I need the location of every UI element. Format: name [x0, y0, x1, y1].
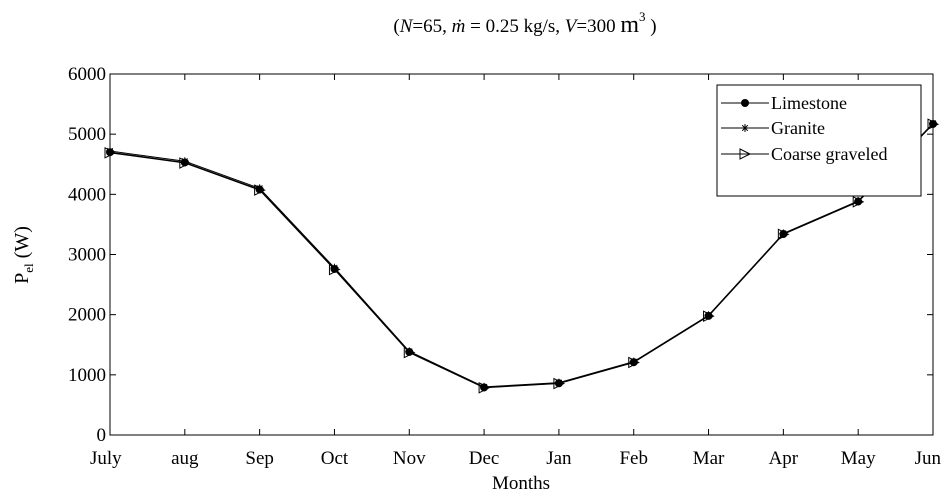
legend-label: Limestone	[771, 93, 847, 113]
data-point	[478, 381, 491, 394]
y-tick-label: 0	[97, 425, 107, 446]
x-tick-label: aug	[171, 448, 199, 469]
legend-label: Coarse graveled	[771, 144, 887, 164]
data-point	[777, 228, 790, 241]
data-point	[553, 377, 566, 390]
x-tick-label: Apr	[769, 448, 799, 469]
x-tick-label: Nov	[393, 448, 426, 469]
data-point	[328, 263, 341, 276]
y-tick-label: 3000	[68, 245, 106, 266]
chart-title: (N=65, ṁ = 0.25 kg/s, V=300 m3 )	[393, 9, 656, 38]
x-tick-label: Oct	[321, 448, 349, 469]
x-tick-label: Feb	[619, 448, 648, 469]
y-tick-label: 1000	[68, 365, 106, 386]
data-point	[403, 346, 416, 359]
y-tick-label: 4000	[68, 184, 106, 205]
data-point	[852, 196, 865, 208]
series-layer	[104, 118, 940, 394]
data-point	[628, 356, 640, 369]
legend-entry: Granite	[721, 118, 825, 138]
y-tick-label: 2000	[68, 305, 106, 326]
x-tick-label: Sep	[245, 448, 274, 469]
legend-entry: Limestone	[721, 93, 847, 113]
x-tick-label: May	[841, 448, 876, 469]
y-tick-labels: 0 1000 2000 3000 4000 5000 6000	[68, 64, 106, 446]
x-tick-label: Dec	[469, 448, 500, 469]
x-axis-label: Months	[492, 473, 550, 494]
legend-label: Granite	[771, 118, 825, 138]
data-point	[179, 157, 191, 169]
data-point	[254, 184, 266, 196]
x-tick-label: Jun	[915, 448, 942, 469]
x-tick-label: July	[90, 448, 122, 469]
legend-marker	[741, 124, 749, 132]
x-tick-labels: July aug Sep Oct Nov Dec Jan Feb Mar Apr May Jun	[90, 448, 941, 469]
data-point	[629, 357, 638, 366]
y-tick-label: 5000	[68, 124, 106, 145]
x-tick-label: Mar	[693, 448, 725, 469]
y-axis-label: Pel (W)	[11, 226, 36, 284]
data-point	[703, 310, 715, 322]
x-tick-label: Jan	[546, 448, 572, 469]
data-point	[104, 147, 117, 159]
data-point	[927, 118, 940, 131]
legend: Limestone Granite Coarse graveled	[716, 84, 922, 197]
axis-ticks	[109, 73, 934, 436]
legend-marker	[741, 99, 749, 107]
series-granite	[106, 119, 937, 391]
legend-marker	[739, 148, 752, 160]
series-line	[109, 122, 934, 388]
y-tick-label: 6000	[68, 64, 106, 85]
series-line	[109, 123, 934, 389]
series-coarse-graveled	[104, 118, 940, 394]
legend-entry: Coarse graveled	[721, 144, 887, 164]
